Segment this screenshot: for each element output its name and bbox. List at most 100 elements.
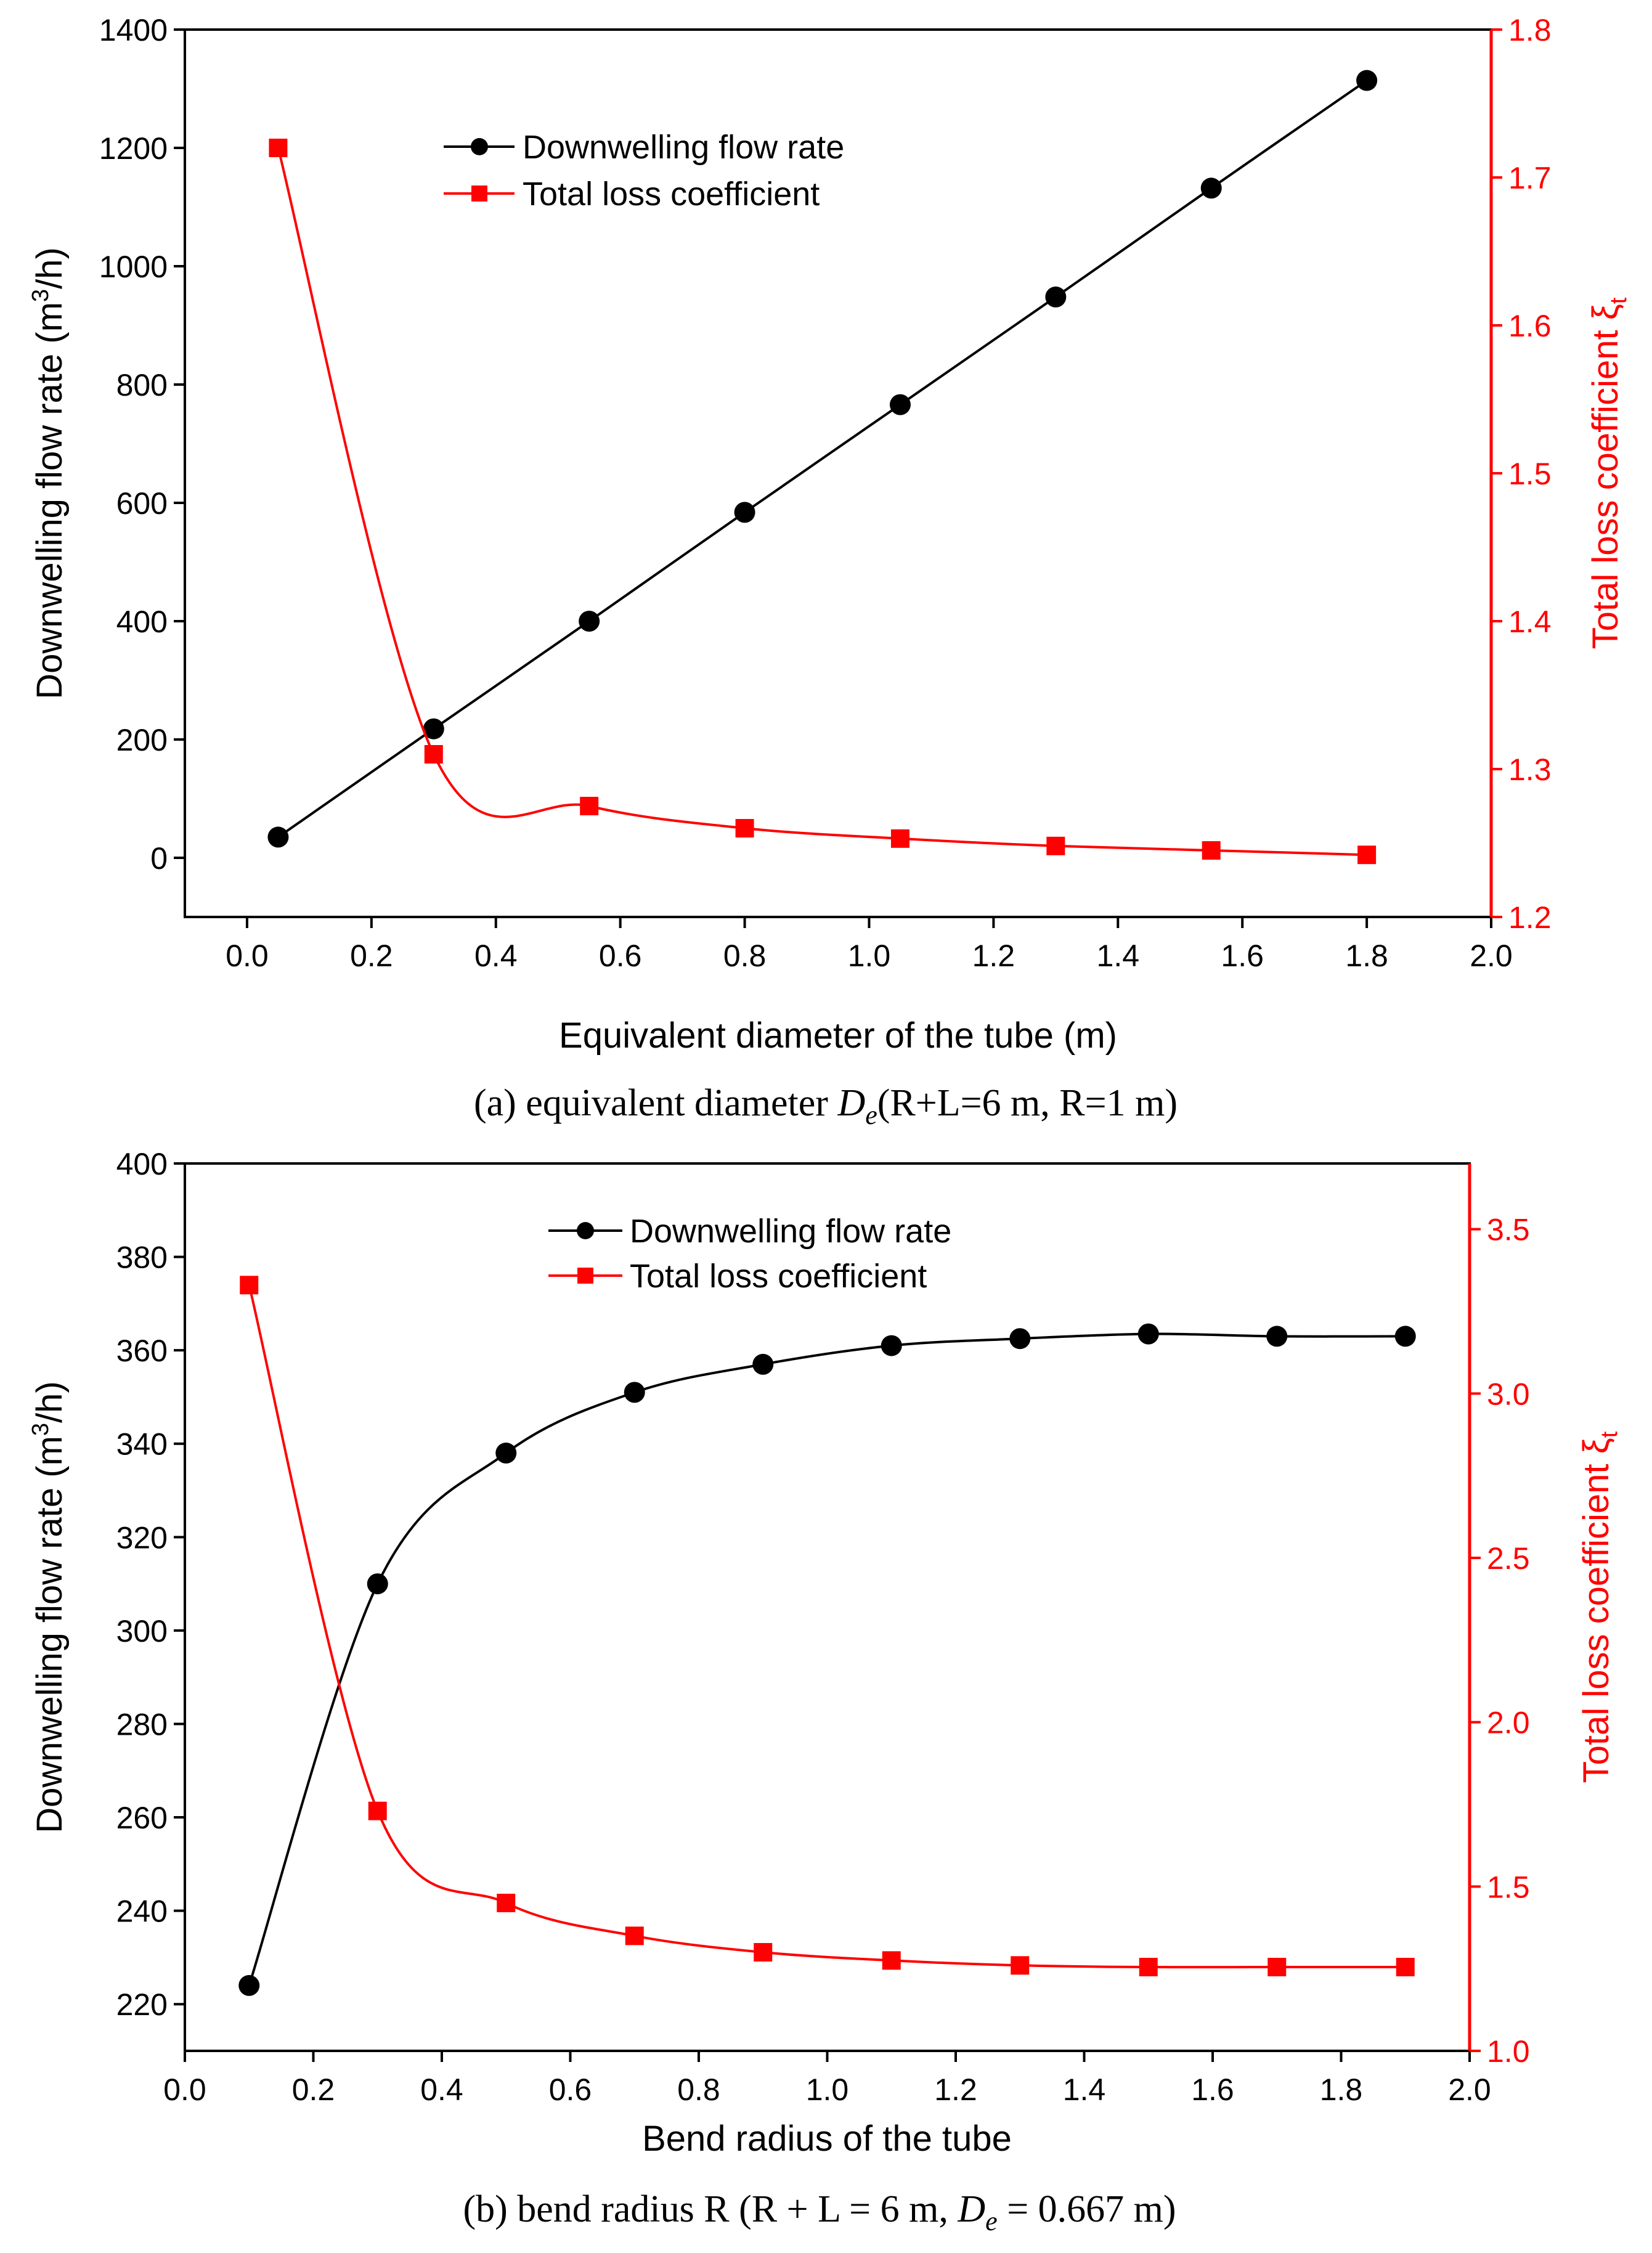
chart-b-legend-label-loss: Total loss coefficient (630, 1258, 927, 1295)
chart-b-legend-label-flow: Downwelling flow rate (630, 1213, 951, 1250)
y2-tick-label: 2.5 (1487, 1541, 1530, 1576)
y-tick-label: 220 (116, 1987, 168, 2022)
loss-coefficient-point (580, 797, 599, 815)
flow-rate-point (1200, 177, 1222, 199)
chart-b-caption: (b) bend radius R (R + L = 6 m, De = 0.6… (463, 2188, 1176, 2236)
x-tick-label: 1.8 (1320, 2072, 1363, 2107)
loss-coefficient-point (890, 829, 909, 848)
flow-rate-point (495, 1442, 517, 1464)
y-tick-label: 800 (116, 368, 168, 402)
y-tick-label: 260 (116, 1801, 168, 1835)
flow-rate-point (624, 1382, 645, 1403)
flow-rate-point (1356, 70, 1378, 91)
x-tick-label: 0.6 (549, 2072, 592, 2107)
loss-coefficient-point (1267, 1958, 1287, 1976)
chart-b-x-axis-title: Bend radius of the tube (642, 2119, 1012, 2159)
chart-a-left-y-axis: 0 200 400 600 800 1000 1200 1400 (99, 13, 185, 876)
chart-b-bend-radius: 0.0 0.2 0.4 0.6 0.8 1.0 1.2 1.4 1.6 1.8 2.0 220 240… (28, 1147, 1622, 2236)
loss-coefficient-point (754, 1943, 773, 1962)
loss-coefficient-point (1046, 836, 1065, 855)
y-tick-label: 400 (116, 605, 168, 639)
loss-coefficient-point (368, 1801, 387, 1820)
loss-coefficient-point (735, 819, 754, 837)
chart-b-legend-marker-flow (577, 1222, 594, 1239)
loss-coefficient-point (240, 1276, 259, 1295)
chart-a-legend-marker-flow (471, 138, 488, 155)
x-tick-label: 1.6 (1191, 2072, 1234, 2107)
chart-b-y2-axis-title: Total loss coefficient ξt (1576, 1431, 1622, 1783)
y2-tick-label: 1.8 (1508, 13, 1552, 47)
flow-rate-point (1137, 1323, 1159, 1345)
y2-tick-label: 1.6 (1508, 309, 1552, 343)
x-tick-label: 1.0 (848, 939, 891, 973)
flow-rate-point (1394, 1326, 1416, 1347)
flow-rate-point (881, 1335, 902, 1356)
x-tick-label: 2.0 (1470, 939, 1513, 973)
y-tick-label: 340 (116, 1427, 168, 1462)
x-tick-label: 0.2 (292, 2072, 335, 2107)
series-line-flow-rate (277, 79, 1368, 839)
flow-rate-point (423, 718, 444, 739)
chart-b-y-axis-title: Downwelling flow rate (m3/h) (28, 1381, 70, 1833)
y2-tick-label: 1.5 (1487, 1870, 1530, 1904)
chart-a-legend-marker-loss (471, 185, 487, 202)
y-tick-label: 400 (116, 1147, 168, 1181)
series-line-flow-rate (248, 1332, 1406, 1986)
x-tick-label: 0.2 (350, 939, 393, 973)
chart-a-right-y-axis: 1.2 1.3 1.4 1.5 1.6 1.7 1.8 (1491, 13, 1552, 935)
y2-tick-label: 3.0 (1487, 1377, 1530, 1411)
series-line-loss-coefficient (248, 1284, 1406, 1969)
flow-rate-point (579, 611, 600, 632)
loss-coefficient-point (1396, 1958, 1415, 1976)
y-tick-label: 1200 (99, 131, 168, 166)
y-tick-label: 320 (116, 1520, 168, 1555)
x-tick-label: 1.2 (972, 939, 1015, 973)
chart-a-legend-label-flow: Downwelling flow rate (523, 129, 844, 166)
y-tick-label: 360 (116, 1334, 168, 1368)
chart-a-x-axis-title: Equivalent diameter of the tube (m) (559, 1016, 1117, 1056)
y2-tick-label: 1.5 (1508, 457, 1552, 491)
flow-rate-point (238, 1974, 260, 1996)
y-tick-label: 240 (116, 1894, 168, 1929)
x-tick-label: 1.2 (934, 2072, 977, 2107)
chart-a-equivalent-diameter: 0.0 0.2 0.4 0.6 0.8 1.0 1.2 1.4 1.6 1.8 2.0 0 200 40… (28, 13, 1632, 1130)
chart-a-legend: Downwelling flow rate Total loss coeffic… (444, 129, 844, 213)
x-tick-label: 1.8 (1345, 939, 1388, 973)
chart-b-x-axis: 0.0 0.2 0.4 0.6 0.8 1.0 1.2 1.4 1.6 1.8 2.0 (163, 2051, 1491, 2107)
chart-b-series (238, 1276, 1416, 1996)
x-tick-label: 1.4 (1063, 2072, 1106, 2107)
chart-b-legend-marker-loss (577, 1268, 593, 1284)
y-tick-label: 380 (116, 1241, 168, 1275)
loss-coefficient-point (269, 139, 288, 157)
x-tick-label: 1.6 (1221, 939, 1264, 973)
flow-rate-point (1045, 286, 1067, 308)
chart-a-x-axis: 0.0 0.2 0.4 0.6 0.8 1.0 1.2 1.4 1.6 1.8 2.0 (226, 917, 1513, 973)
loss-coefficient-point (424, 745, 443, 764)
chart-b-legend: Downwelling flow rate Total loss coeffic… (548, 1213, 951, 1295)
y-tick-label: 200 (116, 723, 168, 757)
loss-coefficient-point (625, 1926, 644, 1945)
y-tick-label: 300 (116, 1614, 168, 1648)
chart-a-legend-label-loss: Total loss coefficient (523, 176, 820, 213)
chart-b-right-y-axis: 1.0 1.5 2.0 2.5 3.0 3.5 (1470, 1213, 1530, 2069)
x-tick-label: 1.4 (1097, 939, 1140, 973)
y2-tick-label: 1.0 (1487, 2034, 1530, 2069)
flow-rate-point (752, 1353, 774, 1375)
chart-b-left-y-axis: 220 240 260 280 300 320 340 360 380 400 (116, 1147, 185, 2022)
x-tick-label: 0.0 (226, 939, 269, 973)
loss-coefficient-point (1011, 1956, 1030, 1975)
chart-a-y2-axis-title: Total loss coefficient ξt (1585, 297, 1632, 649)
y2-tick-label: 3.5 (1487, 1213, 1530, 1247)
chart-b-plot-frame (184, 1162, 1471, 2052)
loss-coefficient-point (497, 1894, 516, 1912)
y2-tick-label: 2.0 (1487, 1706, 1530, 1740)
x-tick-label: 0.6 (599, 939, 642, 973)
x-tick-label: 0.0 (163, 2072, 206, 2107)
x-tick-label: 0.8 (723, 939, 767, 973)
y-tick-label: 1000 (99, 250, 168, 284)
chart-a-series (267, 70, 1378, 865)
flow-rate-point (889, 394, 911, 415)
y-tick-label: 0 (150, 841, 168, 876)
x-tick-label: 2.0 (1448, 2072, 1491, 2107)
